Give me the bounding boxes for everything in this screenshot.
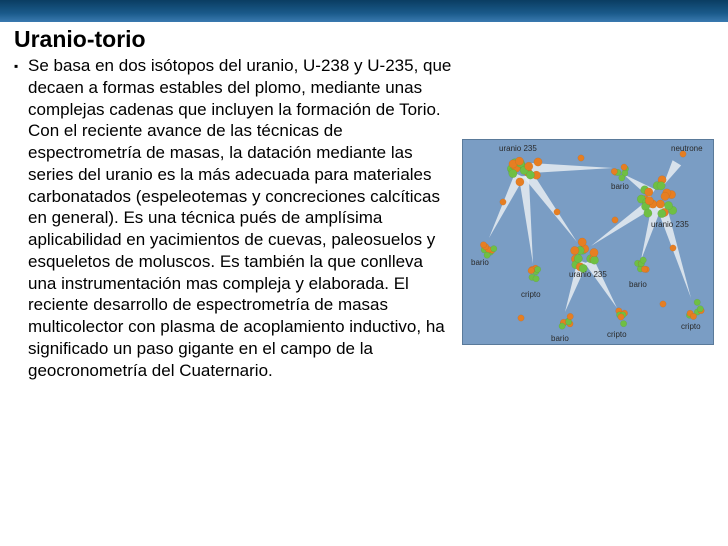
diagram-label: uranio 235 (651, 220, 689, 229)
decay-diagram: uranio 235 neutrone bario uranio 235 bario cr… (462, 139, 714, 345)
diagram-label: uranio 235 (569, 270, 607, 279)
diagram-label: cripto (607, 330, 627, 339)
paragraph-text: Se basa en dos isótopos del uranio, U-23… (28, 55, 454, 381)
body-row: ▪ Se basa en dos isótopos del uranio, U-… (14, 55, 714, 381)
slide-title: Uranio-torio (14, 26, 714, 53)
bullet-block: ▪ Se basa en dos isótopos del uranio, U-… (14, 55, 454, 381)
diagram-label: neutrone (671, 144, 703, 153)
diagram-label: bario (471, 258, 489, 267)
bullet-icon: ▪ (14, 55, 28, 77)
diagram-label: bario (611, 182, 629, 191)
diagram-label: bario (551, 334, 569, 343)
diagram-svg (463, 140, 714, 345)
diagram-label: cripto (681, 322, 701, 331)
slide-content: Uranio-torio ▪ Se basa en dos isótopos d… (0, 22, 728, 381)
diagram-label: cripto (521, 290, 541, 299)
diagram-label: bario (629, 280, 647, 289)
text-column: ▪ Se basa en dos isótopos del uranio, U-… (14, 55, 462, 381)
header-band (0, 0, 728, 22)
diagram-label: uranio 235 (499, 144, 537, 153)
diagram-column: uranio 235 neutrone bario uranio 235 bario cr… (462, 55, 714, 345)
